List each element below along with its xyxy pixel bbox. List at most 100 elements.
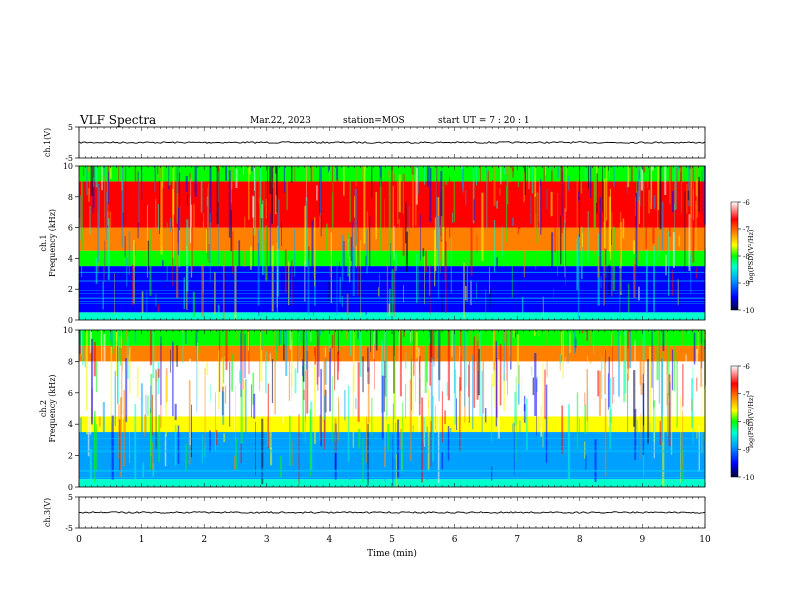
ch1-spectrogram-streak [388,179,391,256]
ch1-spectrogram-streak [643,175,645,238]
ch2-spectrogram-streak [410,330,411,343]
ch2-spectrogram-streak [259,330,261,391]
ch1-spectrogram-streak [390,243,392,292]
ch2-spectrogram-streak [103,334,106,399]
ch1-spectrogram-streak [653,245,655,312]
ch2-spectrogram-streak [320,369,322,447]
ch1-spectrogram-streak [273,166,275,224]
ch1-spectrogram-streak [250,246,252,270]
ch1-spectrogram-streak [534,166,537,197]
ch2-spectrogram-streak [233,455,236,470]
ch2-spectrogram-streak [126,335,129,379]
ch2-spectrogram-streak [212,330,214,336]
ch1-spectrogram-streak [89,166,90,195]
ch2-spectrogram-streak [279,330,282,345]
ch1-spectrogram-streak [348,256,351,283]
y-axis-label: ch.1(V) [43,128,52,157]
ch1-spectrogram-streak [206,229,208,253]
ch1-spectrogram-streak [408,205,410,236]
ch2-spectrogram-streak [619,335,621,367]
ch1-spectrogram-streak [319,216,322,243]
colorbar-tick-label: -9 [743,446,750,454]
ch2-spectrogram-streak [260,330,263,382]
ch1-spectrogram-streak [633,258,636,298]
ch2-spectrogram-streak [245,379,247,445]
ch2-spectrogram-streak [447,425,450,461]
y-tick-label: 5 [68,123,73,132]
ch1-spectrogram-streak [684,190,686,276]
ch1-spectrogram-streak [261,200,264,275]
ch1-spectrogram-streak [588,166,590,189]
ch2-spectrogram-streak [446,382,448,396]
ch2-spectrogram-streak [386,411,387,421]
ch2-spectrogram-streak [151,394,153,436]
ch1-spectrogram-streak [109,166,112,179]
ch2-spectrogram-streak [110,330,112,341]
ch1-spectrogram-streak [186,219,189,292]
ch1-spectrogram-streak [147,240,150,271]
y-tick-label: 10 [63,162,73,171]
ch2-spectrogram-streak [118,330,119,405]
ch2-spectrogram-streak [261,467,264,480]
ch1-spectrogram-streak [104,240,106,301]
ch2-spectrogram-streak [80,330,82,356]
ch2-spectrogram-streak [411,330,413,341]
ch2-spectrogram-streak [412,364,414,415]
ch1-spectrogram-streak [580,226,583,280]
ch1-spectrogram-streak [638,166,640,201]
ch1-spectrogram-streak [107,200,109,226]
ch2-spectrogram-streak [261,330,263,351]
ch2-spectrogram-streak [197,342,199,399]
ch1-spectrogram-streak [157,203,160,231]
ch1-spectrogram-streak [496,257,498,286]
ch1-spectrogram-streak [281,220,282,246]
ch2-spectrogram-streak [305,330,308,370]
ch1-spectrogram-streak [643,166,646,173]
ch2-spectrogram-streak [305,370,306,423]
ch2-spectrogram-streak [431,330,434,360]
x-tick-label: 0 [76,535,82,545]
ch2-spectrogram-streak [384,454,386,483]
ch2-spectrogram-streak [601,356,603,399]
ch1-spectrogram-streak [154,166,156,193]
ch2-spectrogram-streak [641,374,643,396]
ch1-spectrogram-streak [284,249,287,293]
ch1-spectrogram-streak [444,197,446,282]
ch1-spectrogram-streak [635,192,638,275]
ch2-spectrogram-streak [120,330,122,366]
ch1-spectrogram-streak [208,244,210,263]
ch1-spectrogram-streak [440,216,443,240]
ch1-spectrogram-streak [415,174,417,226]
ch2-spectrogram-streak [387,424,390,451]
ch1-spectrogram-streak [506,185,507,242]
ch1-spectrogram-streak [122,166,124,213]
ch2-spectrogram-streak [309,409,312,477]
ch2-spectrogram-streak [235,385,236,442]
ch2-spectrogram-streak [428,330,431,338]
ch1-spectrogram-streak [185,176,188,193]
ch2-spectrogram-streak [89,413,92,435]
ch2-spectrogram-streak [659,421,661,445]
ch2-spectrogram-streak [375,330,378,351]
ch2-spectrogram-streak [235,330,237,340]
ch2-spectrogram-streak [605,350,607,363]
ch1-spectrogram-streak [619,269,621,320]
ch2-spectrogram-streak [503,373,505,411]
ch1-spectrogram-streak [355,243,357,268]
ch2-spectrogram-streak [117,346,118,404]
ch2-spectrogram-streak [100,330,102,346]
ch1-spectrogram-streak [436,271,438,296]
ch1-spectrogram-streak [162,260,164,275]
ch1-spectrogram-streak [394,266,396,317]
ch2-spectrogram-streak [198,330,201,354]
ch1-spectrogram-streak [305,197,308,267]
ch2-spectrogram-streak [218,330,221,392]
ch1-spectrogram-streak [134,242,136,257]
ch2-spectrogram-streak [564,357,566,365]
ch2-spectrogram-streak [409,379,412,461]
ch1-spectrogram-streak [208,182,209,232]
ch2-spectrogram-streak [406,330,409,333]
ch2-spectrogram-streak [656,332,659,380]
ch2-spectrogram-streaks [79,330,707,487]
ch1-spectrogram-streak [688,166,691,169]
